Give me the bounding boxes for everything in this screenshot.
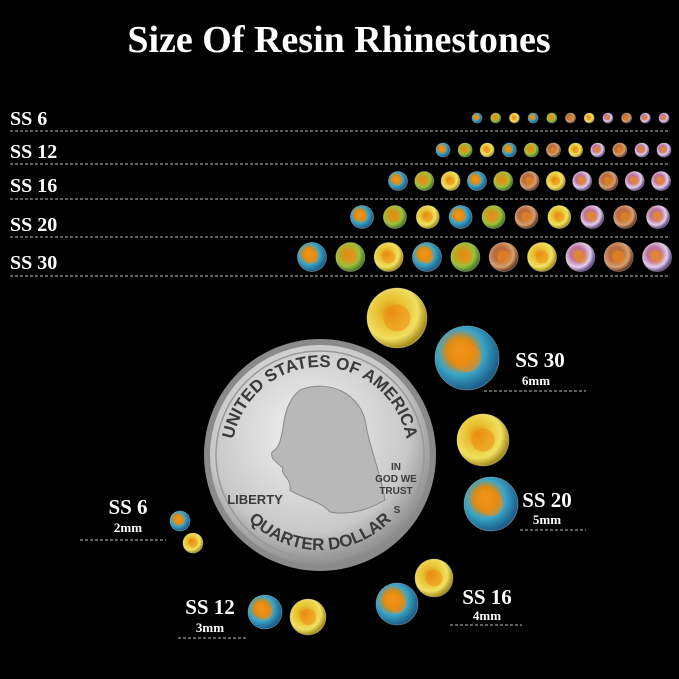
- rhinestone-facet: [455, 211, 466, 223]
- row-label: SS 20: [10, 214, 57, 236]
- rhinestone-facet: [471, 428, 495, 452]
- rhinestone-facet: [554, 211, 565, 223]
- coin: UNITED STATES OF AMERICA QUARTER DOLLAR …: [204, 339, 436, 571]
- rhinestone-facet: [188, 538, 198, 548]
- rhinestone-facet: [612, 250, 626, 264]
- rhinestone-facet: [521, 211, 532, 223]
- rhinestone-facet: [343, 250, 357, 264]
- callout-label: SS 20: [522, 488, 572, 512]
- rhinestone-facet: [175, 516, 185, 526]
- rhinestone-facet: [389, 211, 401, 223]
- callout-label: SS 12: [185, 595, 235, 619]
- row-label: SS 6: [10, 108, 47, 130]
- rhinestone-facet: [382, 250, 396, 264]
- coin-portrait: [271, 385, 386, 514]
- rhinestone-facet: [660, 146, 668, 154]
- rhinestone-facet: [472, 176, 482, 186]
- rhinestone-facet: [420, 250, 434, 264]
- rhinestone-facet: [383, 304, 411, 332]
- rhinestone-facet: [573, 250, 587, 264]
- callout-size: 4mm: [473, 608, 501, 623]
- rhinestone-facet: [461, 146, 469, 154]
- rhinestone-facet: [630, 176, 639, 186]
- rhinestone-facet: [422, 211, 433, 223]
- callout-label: SS 30: [515, 348, 565, 372]
- rhinestone-facet: [535, 250, 549, 264]
- rhinestone-facet: [652, 211, 664, 223]
- rhinestone-facet: [257, 604, 273, 620]
- rhinestone-facet: [506, 146, 513, 154]
- stones: [169, 112, 672, 636]
- rhinestone-facet: [638, 146, 646, 154]
- rhinestone-facet: [568, 115, 573, 121]
- rhinestone-facet: [439, 146, 447, 154]
- rhinestone-facet: [299, 608, 317, 626]
- rhinestone-facet: [458, 250, 472, 264]
- row-label: SS 30: [10, 252, 57, 274]
- rhinestone-facet: [488, 211, 499, 223]
- rhinestone-facet: [356, 211, 368, 223]
- rhinestone-facet: [643, 115, 648, 121]
- rhinestone-facet: [512, 115, 517, 121]
- size-rows: SS 6 SS 12 SS 16 SS 20 SS 30: [10, 108, 670, 277]
- rhinestone-facet: [484, 146, 491, 154]
- rhinestone-facet: [587, 211, 598, 223]
- rhinestone-facet: [605, 115, 611, 121]
- rhinestone-facet: [525, 176, 534, 186]
- rhinestone-facet: [452, 343, 482, 373]
- rhinestone-facet: [650, 250, 664, 264]
- rhinestone-facet: [497, 250, 511, 264]
- rhinestone-facet: [616, 146, 623, 154]
- callout-size: 2mm: [114, 520, 142, 535]
- rhinestone-facet: [551, 176, 561, 186]
- coin-motto: GOD WE: [375, 474, 417, 485]
- coin-motto: IN: [391, 462, 401, 473]
- rhinestone-facet: [586, 115, 592, 121]
- callouts: SS 30 6mm SS 20 5mm SS 16 4mm SS 12 3mm …: [80, 348, 586, 639]
- rhinestone-facet: [550, 146, 557, 154]
- rhinestone-facet: [619, 211, 631, 223]
- rhinestone-facet: [594, 146, 601, 154]
- coin-mint: S: [394, 505, 401, 516]
- rhinestone-facet: [530, 115, 536, 121]
- title: Size Of Resin Rhinestones: [127, 19, 550, 61]
- callout-label: SS 6: [108, 495, 147, 519]
- rhinestone-facet: [478, 491, 504, 517]
- rhinestone-facet: [387, 594, 407, 614]
- rhinestone-facet: [661, 115, 667, 121]
- rhinestone-facet: [656, 176, 666, 186]
- callout-size: 6mm: [522, 373, 550, 388]
- rhinestone-facet: [577, 176, 587, 186]
- rhinestone-facet: [528, 146, 535, 154]
- coin-left-text: LIBERTY: [227, 492, 283, 507]
- coin-motto: TRUST: [379, 486, 412, 497]
- rhinestone-facet: [604, 176, 613, 186]
- rhinestone-facet: [425, 569, 443, 587]
- rhinestone-facet: [420, 176, 429, 186]
- callout-size: 5mm: [533, 512, 561, 527]
- rhinestone-facet: [305, 250, 319, 264]
- coin-ring: [215, 350, 425, 560]
- row-label: SS 12: [10, 141, 57, 163]
- callout-size: 3mm: [196, 620, 224, 635]
- rhinestone-facet: [572, 146, 579, 154]
- rhinestone-facet: [498, 176, 508, 186]
- rhinestone-facet: [393, 176, 403, 186]
- rhinestone-facet: [446, 176, 455, 186]
- rhinestone-facet: [493, 115, 498, 121]
- rhinestone-facet: [549, 115, 555, 121]
- rhinestone-facet: [624, 115, 629, 121]
- callout-label: SS 16: [462, 585, 512, 609]
- rhinestone-facet: [474, 115, 480, 121]
- row-label: SS 16: [10, 175, 57, 197]
